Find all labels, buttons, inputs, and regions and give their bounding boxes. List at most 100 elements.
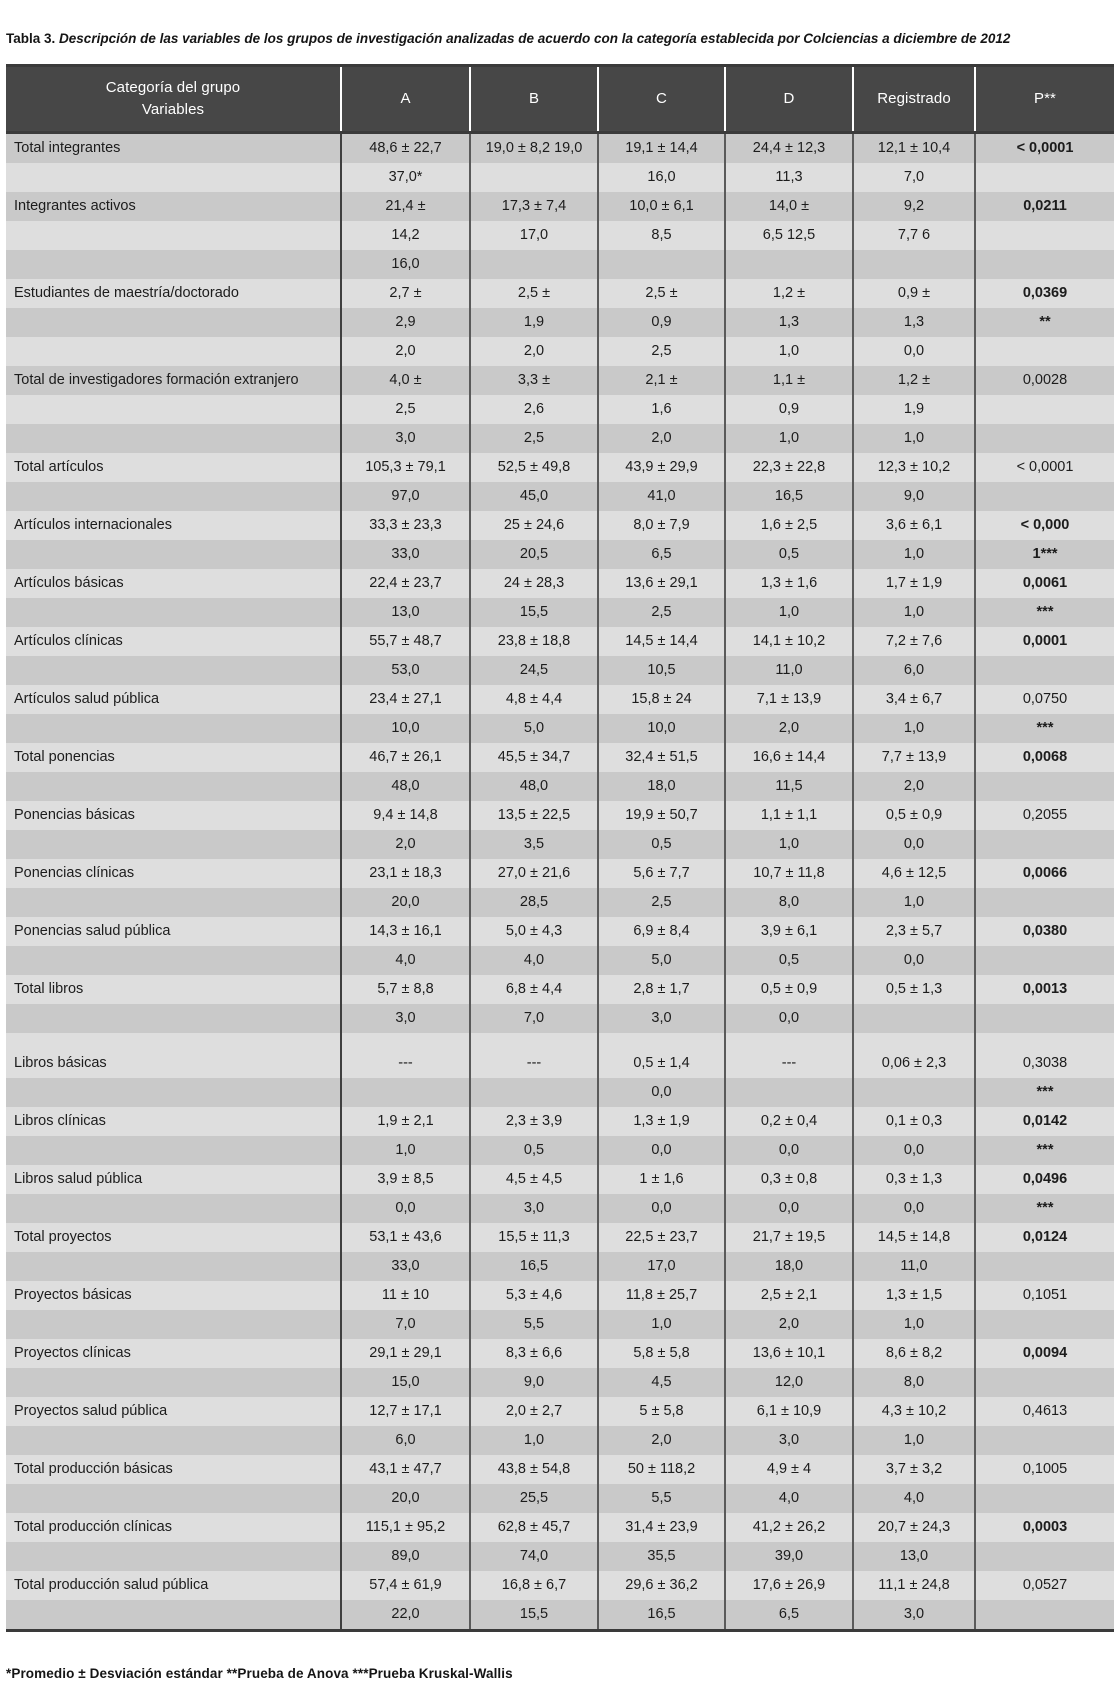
cell-c: 0,5 <box>598 829 726 859</box>
table-row: 48,0 48,0 18,0 11,5 2,0 <box>6 771 1114 801</box>
cell-a: 55,7 ± 48,7 <box>341 626 471 656</box>
cell-b: 8,3 ± 6,6 <box>470 1338 599 1368</box>
cell-p <box>975 423 1114 453</box>
cell-c: 43,9 ± 29,9 <box>598 452 726 482</box>
table-row: Total proyectos 53,1 ± 43,6 15,5 ± 11,3 22,… <box>6 1222 1114 1252</box>
cell-r: 1,0 <box>853 713 976 743</box>
cell-a: 15,0 <box>341 1367 471 1397</box>
cell-p: 0,0003 <box>975 1512 1114 1542</box>
cell-label <box>6 829 342 859</box>
cell-p: < 0,0001 <box>975 132 1114 163</box>
cell-r: 11,0 <box>853 1251 976 1281</box>
cell-r: 1,0 <box>853 1425 976 1455</box>
cell-d: 12,0 <box>725 1367 854 1397</box>
cell-p: 0,0066 <box>975 858 1114 888</box>
cell-c: 2,5 <box>598 887 726 917</box>
cell-b: 7,0 <box>470 1003 599 1033</box>
cell-b <box>470 1077 599 1107</box>
header-col-registrado: Registrado <box>853 63 976 134</box>
cell-d: 17,6 ± 26,9 <box>725 1570 854 1600</box>
cell-label <box>6 713 342 743</box>
cell-c: 10,0 ± 6,1 <box>598 191 726 221</box>
cell-c: 2,5 ± <box>598 278 726 308</box>
cell-a: 22,4 ± 23,7 <box>341 568 471 598</box>
cell-c: 35,5 <box>598 1541 726 1571</box>
cell-p <box>975 1003 1114 1033</box>
cell-label: Total producción básicas <box>6 1454 342 1484</box>
cell-b: 6,8 ± 4,4 <box>470 974 599 1004</box>
header-category-line1: Categoría del grupo <box>105 78 241 96</box>
cell-label <box>6 1032 342 1049</box>
cell-c <box>598 1032 726 1049</box>
cell-d: --- <box>725 1048 854 1078</box>
cell-d: 1,0 <box>725 597 854 627</box>
cell-a: 6,0 <box>341 1425 471 1455</box>
cell-a: 20,0 <box>341 1483 471 1513</box>
table-row: Libros salud pública 3,9 ± 8,5 4,5 ± 4,5 1 … <box>6 1164 1114 1194</box>
cell-d: 14,1 ± 10,2 <box>725 626 854 656</box>
cell-d: 0,3 ± 0,8 <box>725 1164 854 1194</box>
cell-label <box>6 1483 342 1513</box>
cell-r: 3,4 ± 6,7 <box>853 684 976 714</box>
cell-d: 4,0 <box>725 1483 854 1513</box>
cell-p <box>975 1541 1114 1571</box>
cell-a: --- <box>341 1048 471 1078</box>
cell-d: 1,6 ± 2,5 <box>725 510 854 540</box>
table-caption: Tabla 3. Descripción de las variables de… <box>0 0 1120 48</box>
cell-label: Ponencias clínicas <box>6 858 342 888</box>
cell-label <box>6 655 342 685</box>
cell-p <box>975 394 1114 424</box>
cell-label: Libros básicas <box>6 1048 342 1078</box>
cell-b: 16,8 ± 6,7 <box>470 1570 599 1600</box>
cell-c: 0,0 <box>598 1193 726 1223</box>
cell-a: 3,9 ± 8,5 <box>341 1164 471 1194</box>
cell-r: 7,7 ± 13,9 <box>853 742 976 772</box>
cell-p: 1*** <box>975 539 1114 569</box>
cell-p: 0,0028 <box>975 365 1114 395</box>
cell-c: 6,5 <box>598 539 726 569</box>
cell-c: 29,6 ± 36,2 <box>598 1570 726 1600</box>
cell-p: ** <box>975 307 1114 337</box>
table-row: 1,0 0,5 0,0 0,0 0,0 *** <box>6 1135 1114 1165</box>
cell-b: 17,0 <box>470 220 599 250</box>
cell-p <box>975 829 1114 859</box>
cell-b <box>470 1032 599 1049</box>
cell-r: 1,0 <box>853 423 976 453</box>
cell-r: 11,1 ± 24,8 <box>853 1570 976 1600</box>
variables-table: Categoría del grupo Variables A B C D Re… <box>6 63 1114 1632</box>
table-row: Artículos básicas 22,4 ± 23,7 24 ± 28,3 13,… <box>6 568 1114 598</box>
table-row: 15,0 9,0 4,5 12,0 8,0 <box>6 1367 1114 1397</box>
cell-d: 0,0 <box>725 1135 854 1165</box>
cell-p <box>975 1599 1114 1632</box>
cell-c: 13,6 ± 29,1 <box>598 568 726 598</box>
cell-a <box>341 1077 471 1107</box>
cell-label <box>6 336 342 366</box>
cell-d: 10,7 ± 11,8 <box>725 858 854 888</box>
cell-r <box>853 249 976 279</box>
cell-b: 19,0 ± 8,2 19,0 <box>470 132 599 163</box>
cell-p: *** <box>975 713 1114 743</box>
cell-p <box>975 336 1114 366</box>
cell-a: 46,7 ± 26,1 <box>341 742 471 772</box>
table-row: Ponencias básicas 9,4 ± 14,8 13,5 ± 22,5 19… <box>6 800 1114 830</box>
cell-label <box>6 597 342 627</box>
cell-c: 5,5 <box>598 1483 726 1513</box>
cell-c: 15,8 ± 24 <box>598 684 726 714</box>
cell-p: *** <box>975 1135 1114 1165</box>
table-row: Proyectos básicas 11 ± 10 5,3 ± 4,6 11,8 ± … <box>6 1280 1114 1310</box>
cell-c: 19,1 ± 14,4 <box>598 132 726 163</box>
cell-label: Integrantes activos <box>6 191 342 221</box>
cell-d: 1,3 ± 1,6 <box>725 568 854 598</box>
cell-label: Total proyectos <box>6 1222 342 1252</box>
cell-label <box>6 1309 342 1339</box>
cell-d: 0,5 <box>725 539 854 569</box>
cell-p <box>975 1309 1114 1339</box>
table-row: 20,0 28,5 2,5 8,0 1,0 <box>6 887 1114 917</box>
cell-r: 0,1 ± 0,3 <box>853 1106 976 1136</box>
cell-d: 0,5 ± 0,9 <box>725 974 854 1004</box>
cell-p: < 0,000 <box>975 510 1114 540</box>
table-row: Integrantes activos 21,4 ±17,3 ± 7,4 10,0 … <box>6 191 1114 221</box>
cell-d: 1,0 <box>725 829 854 859</box>
cell-a: 53,1 ± 43,6 <box>341 1222 471 1252</box>
cell-b: 15,5 <box>470 1599 599 1632</box>
